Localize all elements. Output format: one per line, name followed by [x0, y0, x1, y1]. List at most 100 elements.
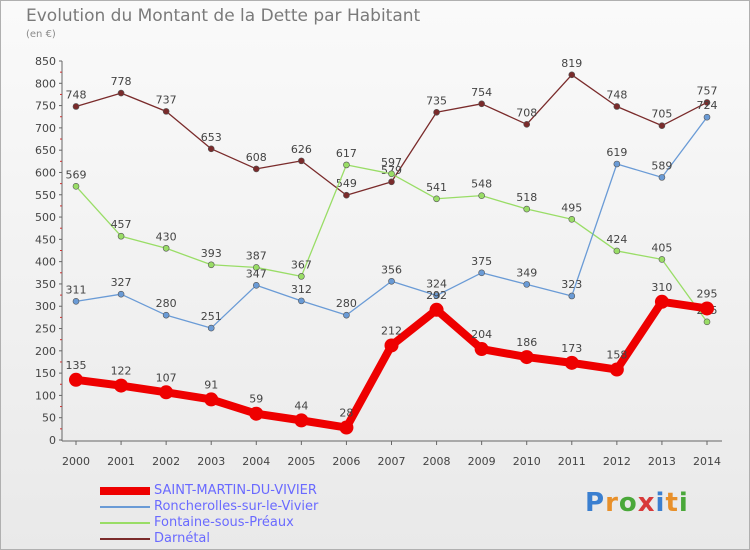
data-label: 251 — [201, 310, 222, 323]
y-tick-label: 350 — [35, 278, 56, 291]
series-point — [117, 232, 125, 240]
y-tick-label: 300 — [35, 300, 56, 313]
legend-label: Roncherolles-sur-le-Vivier — [154, 499, 319, 514]
data-label: 495 — [561, 201, 582, 214]
data-label: 737 — [156, 93, 177, 106]
data-label: 754 — [471, 86, 492, 99]
y-tick-label: 200 — [35, 345, 56, 358]
series-point — [298, 157, 305, 165]
series-point — [204, 392, 219, 407]
data-label: 312 — [291, 283, 312, 296]
x-tick-label: 2008 — [423, 455, 451, 468]
series-point — [613, 103, 621, 110]
series-point — [433, 292, 440, 299]
logo-letter: t — [665, 488, 679, 518]
series-point — [343, 191, 350, 199]
data-label: 819 — [561, 57, 582, 70]
series-point — [72, 298, 80, 305]
x-tick-label: 2002 — [152, 455, 180, 468]
series-point — [478, 269, 485, 277]
data-label: 457 — [111, 218, 132, 231]
x-tick-label: 2004 — [242, 455, 270, 468]
series-point — [523, 281, 531, 288]
logo-letter: i — [655, 488, 666, 518]
data-label: 347 — [246, 267, 267, 280]
x-tick-label: 2011 — [558, 455, 586, 468]
series-point — [478, 192, 485, 199]
data-label: 608 — [246, 151, 267, 164]
x-tick-label: 2013 — [648, 455, 676, 468]
series-point — [568, 215, 576, 223]
legend-swatch — [100, 487, 150, 495]
y-tick-label: 550 — [35, 189, 56, 202]
y-tick-label: 700 — [35, 122, 56, 135]
data-label: 295 — [697, 287, 718, 300]
data-label: 430 — [156, 230, 177, 243]
logo-letter: x — [637, 488, 656, 518]
x-tick-label: 2010 — [513, 455, 541, 468]
data-label: 724 — [697, 99, 718, 112]
series-point — [72, 182, 80, 190]
data-label: 91 — [204, 378, 218, 391]
logo-letter: P — [585, 488, 606, 518]
y-tick-label: 450 — [35, 233, 56, 246]
x-tick-label: 2000 — [62, 455, 90, 468]
series-point — [252, 165, 260, 173]
series-point — [523, 121, 531, 128]
legend-swatch — [100, 522, 150, 524]
series-point — [429, 302, 444, 317]
series-point — [114, 378, 129, 393]
series-point — [658, 174, 666, 181]
series-point — [294, 413, 309, 428]
data-label: 748 — [606, 88, 627, 101]
data-label: 280 — [156, 297, 177, 310]
data-label: 708 — [516, 106, 537, 119]
data-label: 28 — [339, 407, 353, 420]
data-label: 356 — [381, 263, 402, 276]
y-tick-label: 500 — [35, 211, 56, 224]
data-label: 324 — [426, 278, 447, 291]
series-point — [298, 297, 305, 305]
data-label: 387 — [246, 249, 267, 262]
proxiti-logo: Proxiti — [585, 488, 689, 518]
data-label: 311 — [66, 283, 87, 296]
x-tick-label: 2005 — [287, 455, 315, 468]
data-label: 323 — [561, 278, 582, 291]
y-tick-label: 600 — [35, 166, 56, 179]
data-label: 310 — [651, 281, 672, 294]
series-point — [298, 273, 305, 280]
logo-letter: o — [618, 488, 638, 518]
data-label: 158 — [606, 349, 627, 362]
data-label: 541 — [426, 181, 447, 194]
data-label: 327 — [111, 276, 132, 289]
series-point — [207, 261, 215, 269]
y-tick-label: 250 — [35, 323, 56, 336]
series-point — [613, 247, 621, 255]
data-label: 579 — [381, 164, 402, 177]
series-point — [159, 385, 174, 400]
x-tick-label: 2003 — [197, 455, 225, 468]
series-point — [162, 244, 170, 252]
data-label: 597 — [381, 156, 402, 169]
data-label: 405 — [651, 241, 672, 254]
data-label: 778 — [111, 75, 132, 88]
series-point — [703, 113, 711, 121]
data-label: 212 — [381, 324, 402, 337]
series-point — [613, 160, 621, 168]
x-tick-label: 2006 — [332, 455, 360, 468]
series-point — [117, 290, 125, 298]
data-label: 204 — [471, 328, 492, 341]
data-label: 122 — [111, 365, 132, 378]
series-point — [700, 301, 714, 316]
series-point — [252, 281, 260, 289]
data-label: 748 — [66, 88, 87, 101]
series-point — [343, 311, 350, 319]
data-label: 518 — [516, 191, 537, 204]
data-label: 619 — [606, 146, 627, 159]
series-point — [474, 342, 489, 357]
series-point — [658, 122, 666, 129]
data-label: 548 — [471, 178, 492, 191]
data-label: 424 — [606, 233, 627, 246]
legend-swatch — [100, 506, 150, 508]
series-point — [339, 420, 354, 435]
